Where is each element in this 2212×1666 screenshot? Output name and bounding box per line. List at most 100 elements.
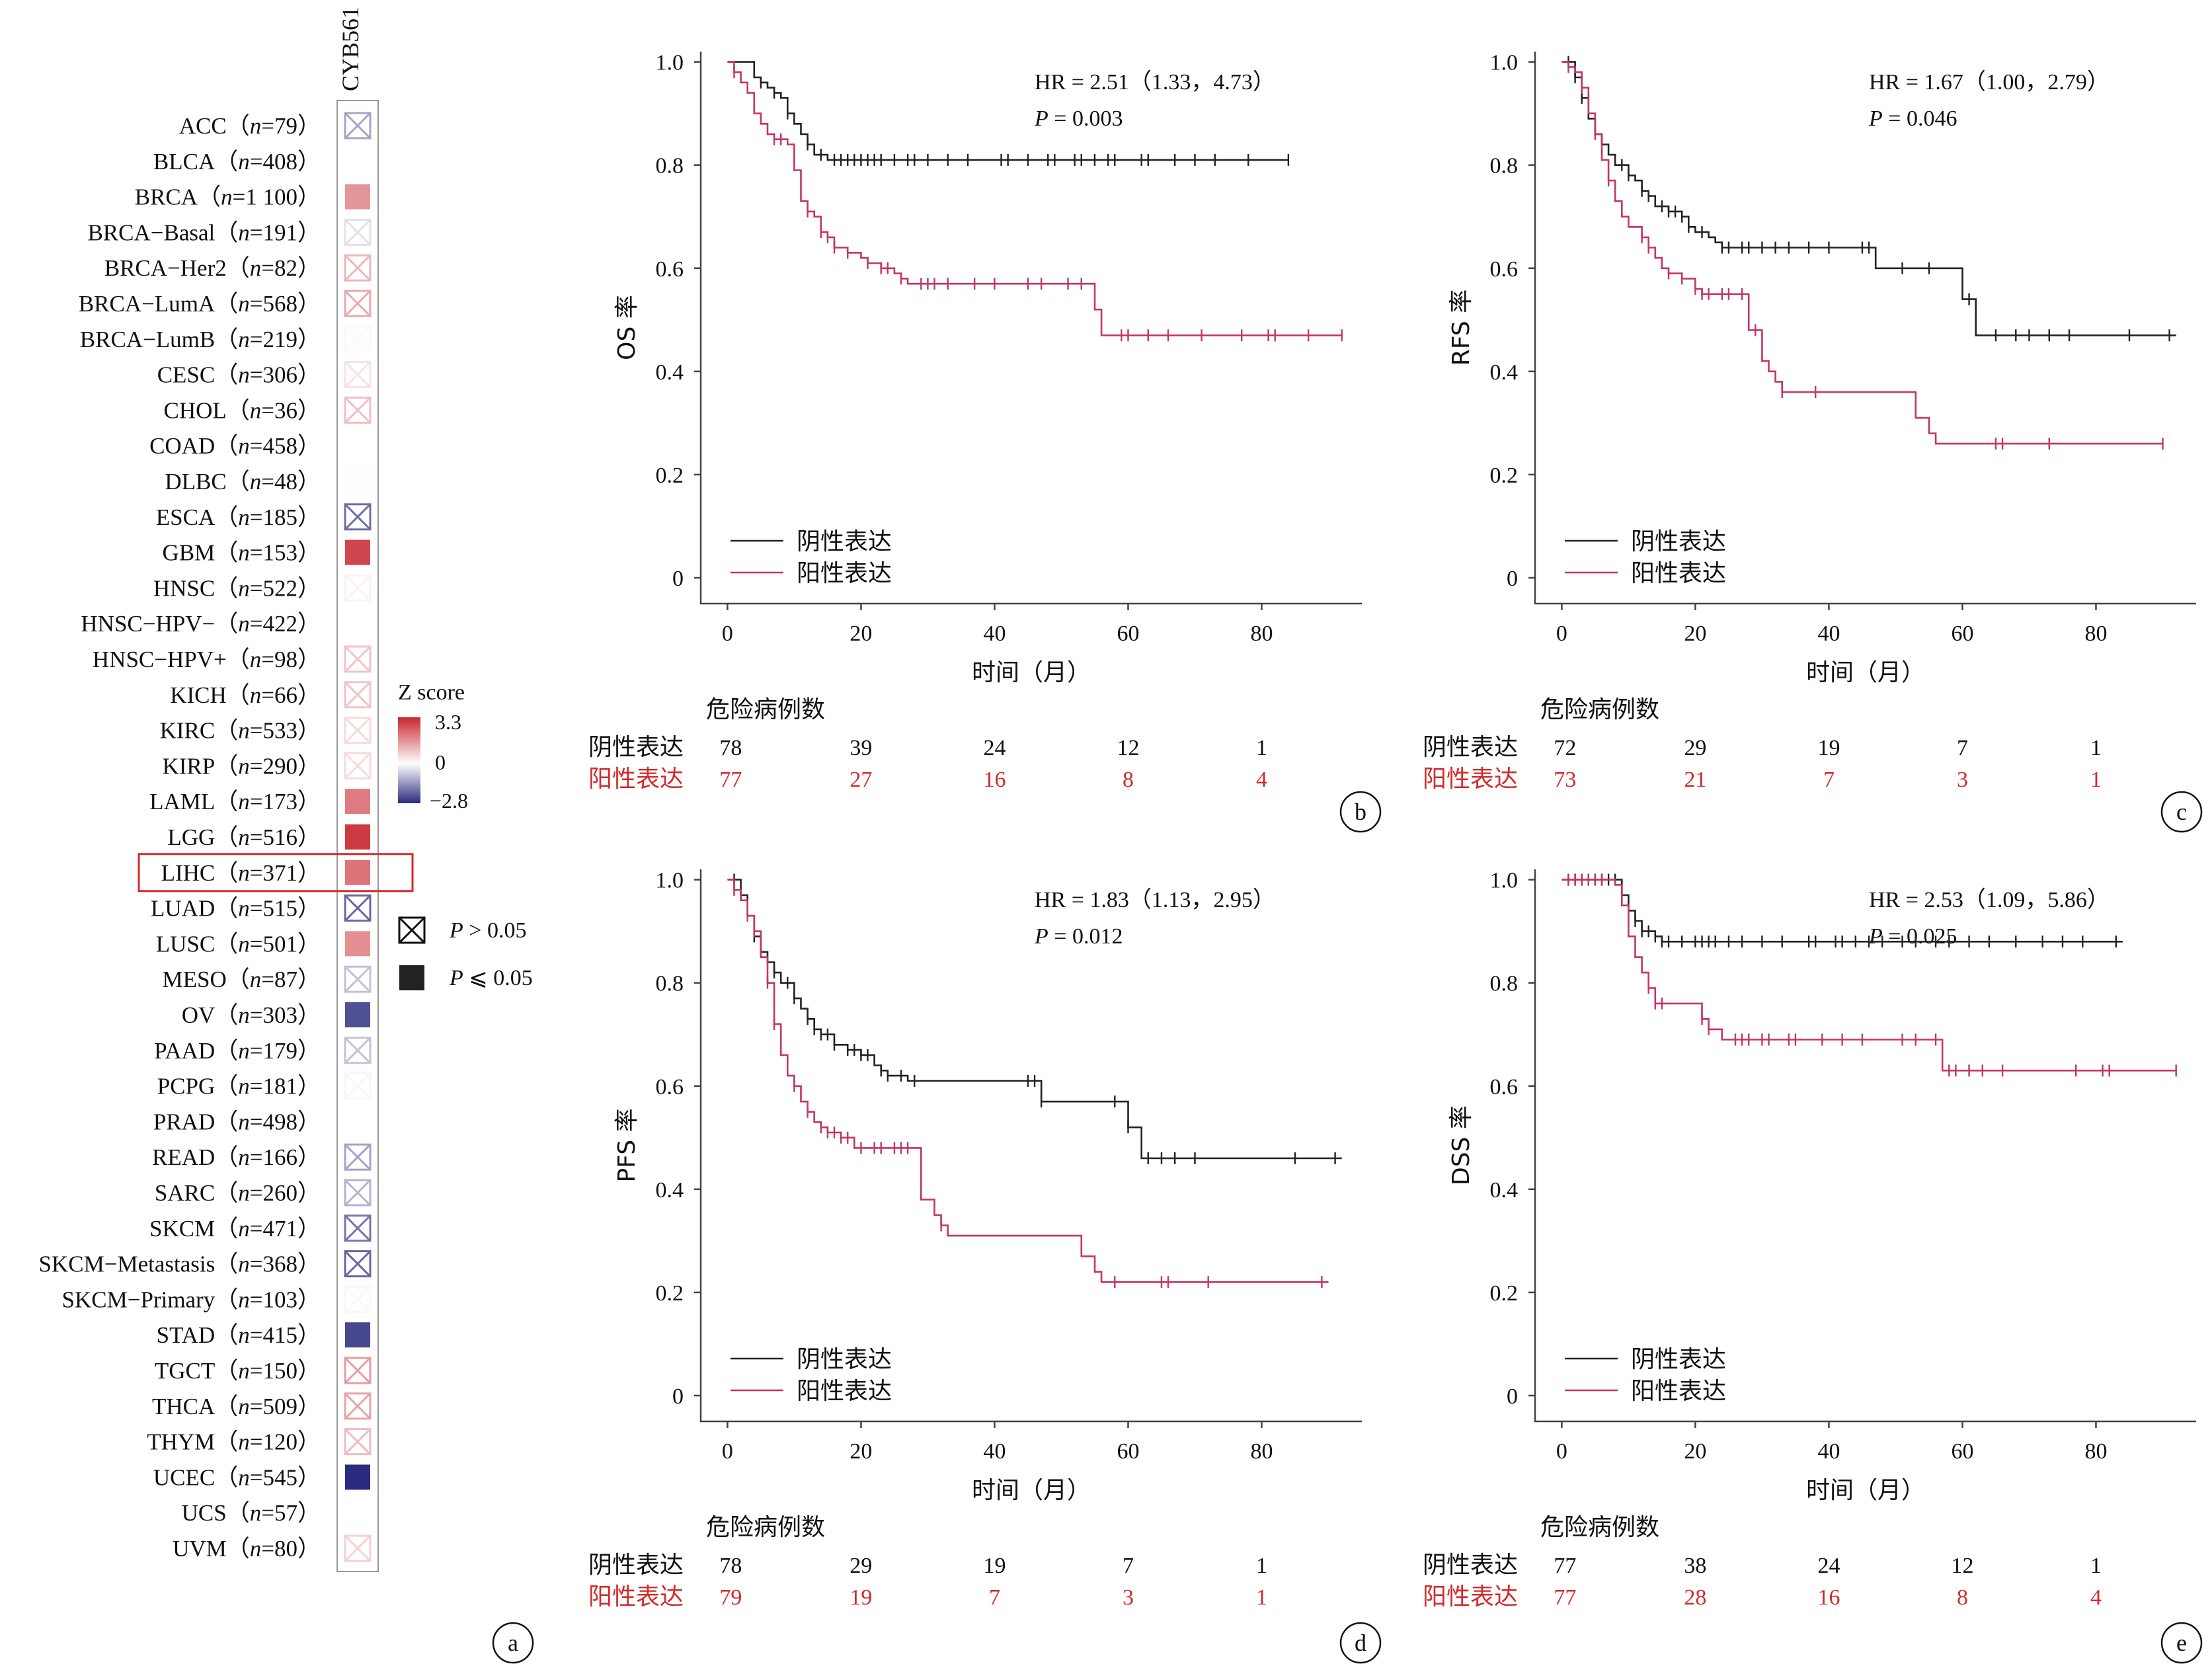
heatmap-row: LUSC（n=501） [156,931,370,957]
x-tick-label: 60 [1117,1439,1139,1464]
sample-size: =48） [261,469,321,495]
risk-row-label: 阳性表达 [1423,1583,1518,1610]
sample-size: =166） [250,1144,321,1170]
zscore-min-label: −2.8 [430,789,468,813]
sample-size: =173） [250,789,321,814]
heatmap-cell [345,1500,370,1525]
sample-size: =303） [250,1002,321,1028]
n-symbol: n [238,1251,250,1277]
heatmap-cell-cross [344,112,372,139]
heatmap-row-label: PCPG（n=181） [157,1074,321,1099]
sample-size: =533） [250,718,321,744]
n-symbol: n [250,469,262,495]
km-panel-d: 0 0.2 0.4 0.6 0.8 1.0 0 20 40 60 80 时间（月） PFS 率 HR = … [588,869,1382,1664]
heatmap-row: SARC（n=260） [155,1179,372,1207]
p-symbol: P [1868,924,1883,949]
cancer-type: BRCA−Basal（ [87,219,238,245]
heatmap-row: LAML（n=173） [149,789,370,814]
cancer-type: HNSC−HPV+（ [93,647,250,672]
y-tick-label: 0 [1507,567,1518,591]
cancer-type: PAAD（ [154,1038,238,1064]
heatmap-row: UCS（n=57） [182,1500,370,1526]
y-axis-label: RFS 率 [1448,290,1475,366]
panel-letter: e [2176,1630,2187,1656]
heatmap-cell [345,539,370,565]
cancer-type: BRCA（ [135,184,221,210]
sample-size: =57） [261,1500,321,1526]
risk-row-label: 阳性表达 [588,766,684,793]
p-symbol: P [449,918,463,943]
y-tick-label: 0.6 [1490,257,1519,282]
heatmap-row-label: STAD（n=415） [157,1322,321,1348]
risk-count: 77 [719,768,742,792]
series-positive [1561,873,2177,1077]
cancer-type: KIRP（ [163,753,239,779]
y-tick-label: 0.4 [1490,1178,1519,1203]
risk-count: 28 [1684,1585,1706,1610]
cancer-type: GBM（ [163,540,239,566]
heatmap-row-label: TGCT（n=150） [155,1358,321,1384]
cancer-type: UCEC（ [153,1464,238,1490]
legend-positive: 阳性表达 [1565,560,1726,587]
sample-size: =260） [250,1180,321,1206]
heatmap-row: CESC（n=306） [157,361,372,389]
sample-size: =568） [250,291,321,317]
panel-letter: c [2176,799,2187,825]
x-tick-label: 40 [983,621,1006,646]
heatmap-row: TGCT（n=150） [155,1357,372,1384]
n-symbol: n [238,327,250,352]
n-symbol: n [238,1002,250,1028]
risk-count: 78 [719,736,742,760]
hazard-ratio: HR = 2.53（1.09，5.86） [1869,887,2110,912]
n-symbol: n [250,397,262,423]
axis-frame [1534,869,2196,1423]
heatmap-row-label: BRCA−Her2（n=82） [104,255,321,281]
n-symbol: n [221,184,233,210]
x-axis-label: 时间（月） [1806,1477,1925,1504]
risk-count: 72 [1554,736,1576,760]
heatmap-cell-cross [344,1214,372,1242]
risk-table-title: 危险病例数 [706,696,825,723]
sample-size: =371） [250,860,321,886]
p-nonsig-legend: P > 0.05 [398,916,526,944]
risk-count: 19 [1817,736,1840,760]
n-symbol: n [238,291,250,317]
n-symbol: n [238,1464,250,1490]
legend-label: 阴性表达 [797,528,892,555]
cancer-type: CHOL（ [163,397,249,423]
heatmap-row-label: BRCA−LumA（n=568） [79,291,321,317]
cancer-type: ACC（ [179,113,250,139]
y-axis-label: OS 率 [613,295,641,360]
x-tick-label: 20 [849,1439,872,1464]
heatmap-row-label: LGG（n=516） [167,824,321,850]
risk-count: 29 [849,1554,872,1578]
heatmap-row-label: GBM（n=153） [163,540,321,566]
n-symbol: n [238,1180,250,1206]
heatmap-row-label: SKCM−Metastasis（n=368） [39,1251,321,1277]
y-tick-label: 1.0 [656,51,684,75]
risk-count: 24 [1817,1554,1840,1578]
n-symbol: n [238,504,250,530]
cancer-type: PRAD（ [153,1109,238,1134]
heatmap-row-label: LAML（n=173） [149,789,321,814]
heatmap-cell-cross [344,361,372,388]
risk-table-title: 危险病例数 [1540,1514,1659,1541]
y-tick-label: 0.8 [1490,154,1519,178]
p-nonsig-label: P > 0.05 [449,918,526,943]
sample-size: =498） [250,1109,321,1134]
cancer-type: UVM（ [173,1536,250,1562]
risk-row-label: 阳性表达 [588,1583,684,1610]
risk-count: 77 [1554,1554,1576,1578]
heatmap-row-label: KIRC（n=533） [160,718,321,744]
sample-size: =150） [250,1358,321,1384]
n-symbol: n [238,931,250,957]
risk-count: 27 [849,768,872,792]
risk-count: 7 [1957,736,1968,760]
risk-count: 77 [1554,1585,1576,1610]
survival-curve [1561,61,2176,337]
p-value: P = 0.025 [1868,924,1957,949]
heatmap-row: HNSC−HPV+（n=98） [93,645,372,673]
sample-size: =87） [261,967,321,992]
